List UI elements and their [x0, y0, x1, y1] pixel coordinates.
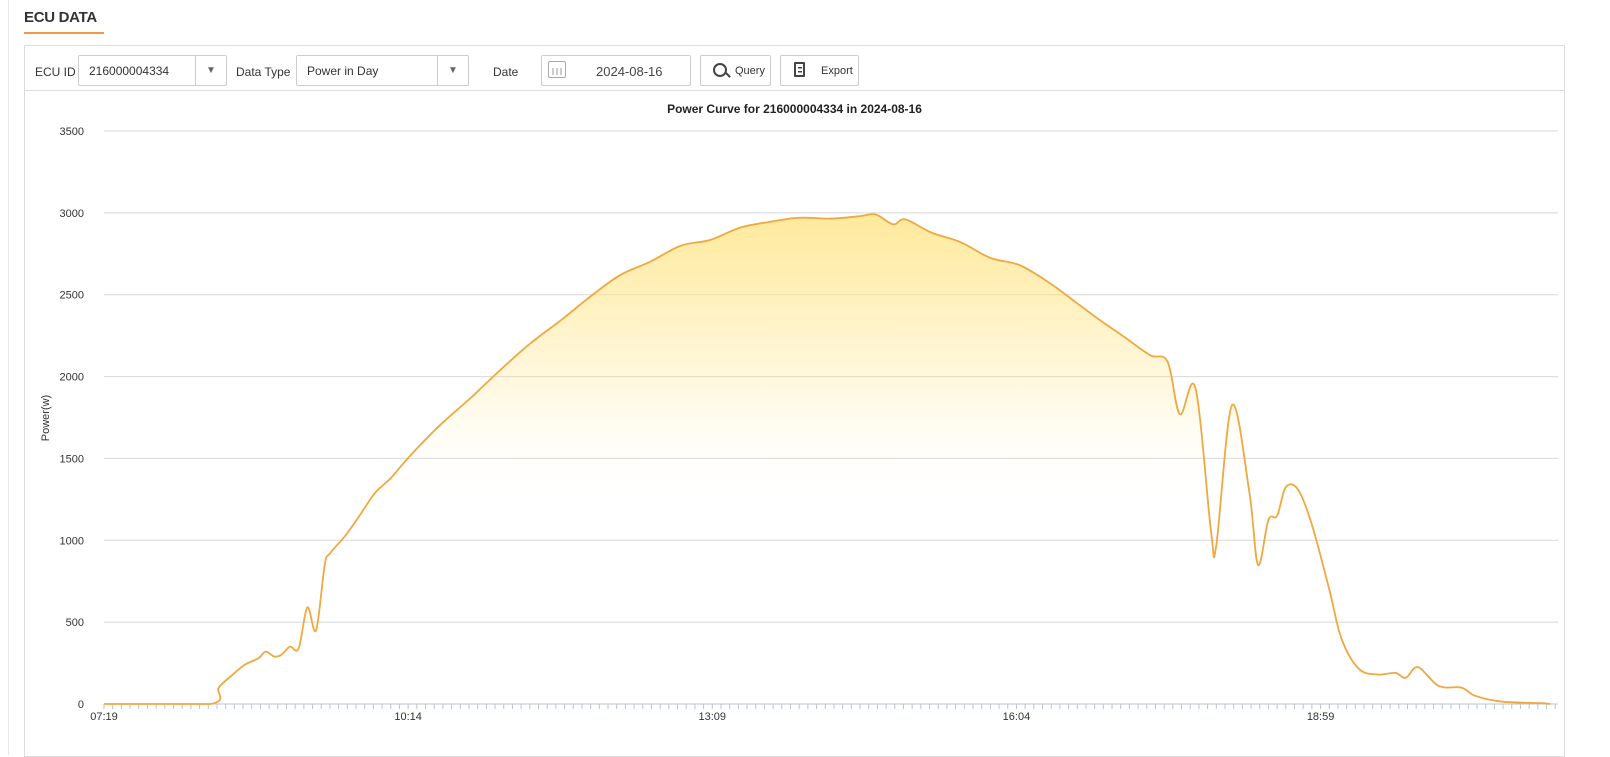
date-value: 2024-08-16 — [596, 64, 663, 79]
y-tick-label: 3000 — [60, 208, 84, 220]
date-label: Date — [493, 65, 519, 79]
x-tick-label: 18:59 — [1307, 711, 1335, 723]
calendar-icon[interactable] — [548, 61, 566, 78]
y-tick-label: 0 — [78, 699, 84, 711]
chevron-down-icon[interactable]: ▼ — [195, 56, 226, 85]
x-tick-label: 16:04 — [1003, 711, 1031, 723]
x-tick-label: 07:19 — [90, 711, 118, 723]
y-tick-label: 2000 — [60, 372, 84, 384]
export-button[interactable]: Export — [780, 55, 859, 86]
search-icon — [713, 63, 727, 77]
data-type-label: Data Type — [236, 65, 291, 79]
area-fill — [104, 214, 1550, 704]
sidebar-edge — [0, 0, 9, 755]
chart-panel: ECU ID 216000004334 ▼ Data Type Power in… — [24, 45, 1565, 757]
ecu-id-label: ECU ID — [35, 65, 76, 79]
query-button[interactable]: Query — [700, 55, 771, 86]
ecu-id-select[interactable]: 216000004334 ▼ — [78, 55, 227, 86]
ecu-id-value: 216000004334 — [89, 64, 170, 78]
y-tick-label: 3500 — [60, 126, 84, 138]
export-label: Export — [821, 65, 853, 77]
power-line — [103, 213, 1551, 705]
page-title: ECU DATA — [24, 9, 97, 26]
y-tick-label: 2500 — [60, 290, 84, 302]
date-input[interactable]: 2024-08-16 — [541, 55, 691, 86]
y-tick-label: 500 — [66, 617, 84, 629]
title-underline — [24, 32, 104, 34]
y-tick-label: 1500 — [60, 453, 84, 465]
chevron-down-icon[interactable]: ▼ — [437, 56, 468, 85]
y-tick-label: 1000 — [60, 535, 84, 547]
x-tick-label: 10:14 — [394, 711, 422, 723]
document-icon — [794, 62, 805, 77]
chart-title: Power Curve for 216000004334 in 2024-08-… — [667, 102, 922, 116]
query-label: Query — [735, 65, 765, 77]
x-tick-label: 13:09 — [699, 711, 727, 723]
toolbar: ECU ID 216000004334 ▼ Data Type Power in… — [25, 46, 1564, 91]
data-type-value: Power in Day — [307, 64, 379, 78]
data-type-select[interactable]: Power in Day ▼ — [296, 55, 469, 86]
y-axis-label: Power(w) — [40, 395, 52, 441]
